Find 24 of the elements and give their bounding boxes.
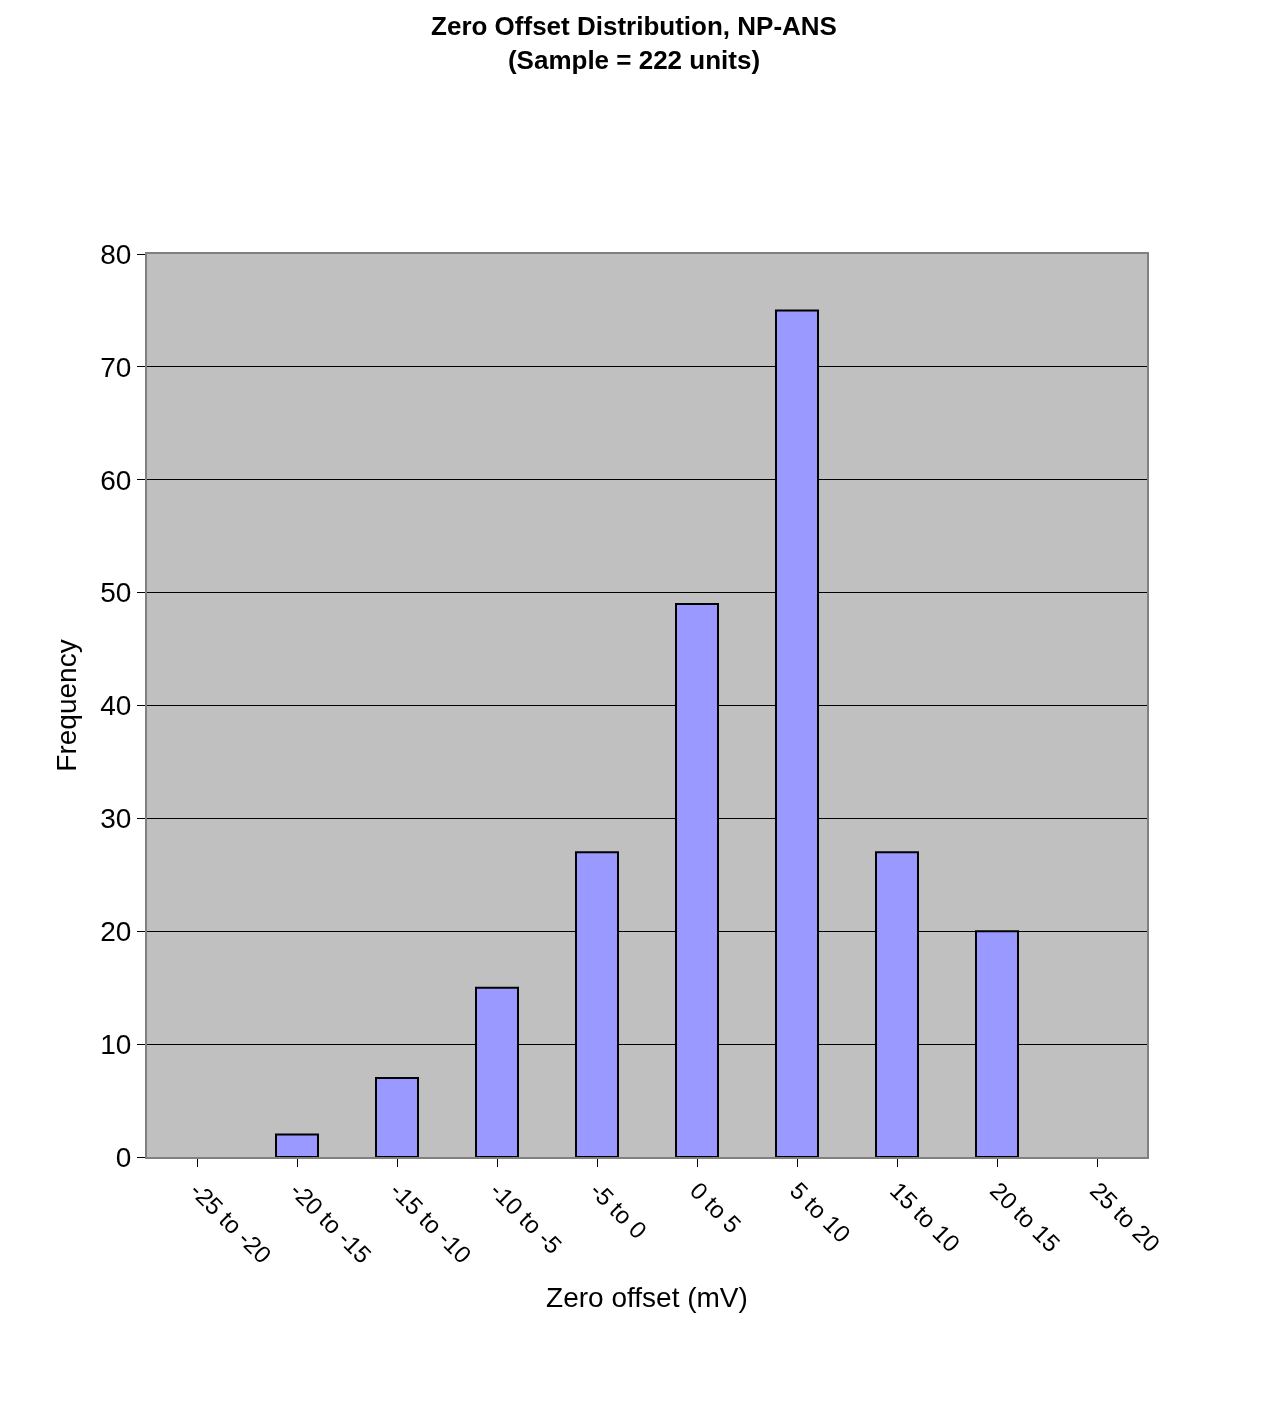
chart-title: Zero Offset Distribution, NP-ANS (Sample = 222 units) xyxy=(431,11,837,75)
y-axis-title: Frequency xyxy=(51,639,83,772)
y-tick-label: 30 xyxy=(100,803,132,835)
x-tick-label: 5 to 10 xyxy=(784,1176,856,1248)
x-tick-label: 20 to 15 xyxy=(984,1176,1066,1258)
x-tick-label: -20 to -15 xyxy=(284,1176,377,1269)
y-tick-label: 80 xyxy=(100,238,132,270)
y-tick-label: 10 xyxy=(100,1028,132,1060)
bar xyxy=(375,1076,419,1157)
y-tick-label: 20 xyxy=(100,916,132,948)
x-tick-label: 0 to 5 xyxy=(684,1176,747,1239)
y-tick-label: 70 xyxy=(100,351,132,383)
bar xyxy=(275,1133,319,1157)
y-tick-label: 40 xyxy=(100,690,132,722)
y-tick-label: 50 xyxy=(100,577,132,609)
x-tick-label: 25 to 20 xyxy=(1084,1176,1166,1258)
x-axis-title: Zero offset (mV) xyxy=(546,1282,748,1314)
x-tick-label: -25 to -20 xyxy=(184,1176,277,1269)
y-tick-label: 60 xyxy=(100,464,132,496)
x-tick-label: -10 to -5 xyxy=(484,1176,568,1260)
x-tick-label: -5 to 0 xyxy=(584,1176,653,1244)
x-tick-label: -15 to -10 xyxy=(384,1176,477,1269)
x-tick-label: 15 to 10 xyxy=(884,1176,966,1258)
y-tick-label: 0 xyxy=(115,1141,132,1173)
